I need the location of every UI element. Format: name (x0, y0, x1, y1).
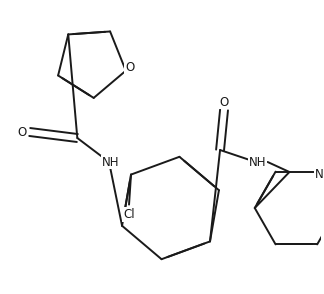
Text: NH: NH (249, 156, 266, 168)
Text: O: O (125, 61, 134, 74)
Text: O: O (219, 96, 229, 108)
Text: O: O (17, 126, 27, 138)
Text: Cl: Cl (123, 208, 135, 221)
Text: NH: NH (102, 156, 120, 168)
Text: N: N (315, 168, 324, 181)
